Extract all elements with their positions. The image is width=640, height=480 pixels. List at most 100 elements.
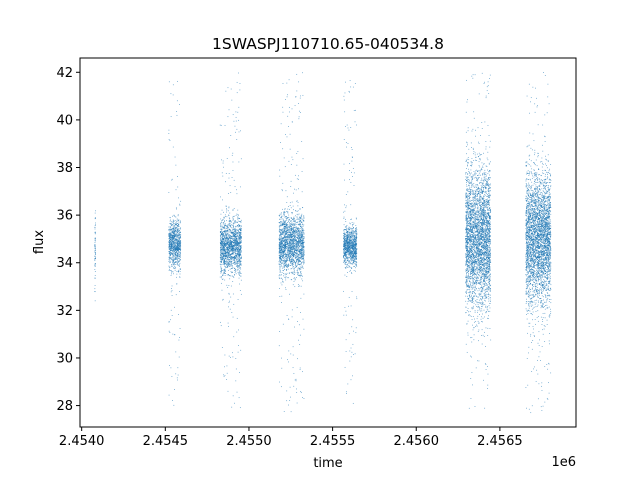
- data-point: [287, 232, 288, 234]
- data-point: [226, 241, 228, 243]
- data-point: [295, 261, 296, 263]
- data-point: [170, 248, 172, 250]
- data-point: [171, 266, 173, 267]
- data-point: [225, 245, 227, 247]
- data-point: [279, 252, 281, 253]
- data-point: [234, 125, 236, 127]
- data-point: [302, 242, 304, 244]
- data-point: [293, 243, 295, 245]
- data-point: [297, 259, 299, 261]
- data-point: [239, 260, 241, 261]
- data-point: [233, 259, 235, 261]
- data-point: [224, 244, 225, 246]
- data-point: [239, 83, 241, 84]
- data-point: [239, 235, 241, 237]
- data-point: [286, 261, 288, 263]
- data-point: [287, 256, 289, 257]
- data-point: [291, 240, 293, 242]
- data-point: [239, 407, 241, 409]
- data-point: [224, 259, 226, 261]
- data-point: [348, 265, 350, 267]
- data-point: [290, 244, 292, 246]
- data-point: [294, 230, 296, 232]
- data-point: [170, 116, 172, 118]
- data-point: [301, 275, 303, 277]
- data-point: [293, 221, 295, 222]
- data-point: [345, 221, 347, 222]
- data-point: [292, 254, 293, 256]
- data-point: [283, 227, 284, 229]
- data-point: [283, 275, 284, 277]
- data-point: [299, 216, 301, 218]
- data-point: [302, 397, 303, 399]
- data-point: [168, 242, 170, 244]
- data-point: [284, 246, 286, 248]
- data-point: [225, 247, 227, 249]
- data-point: [229, 245, 231, 247]
- data-point: [229, 238, 231, 240]
- data-point: [176, 100, 178, 102]
- data-point: [281, 247, 283, 249]
- data-point: [170, 249, 172, 251]
- data-point: [232, 252, 234, 253]
- data-point: [177, 243, 178, 245]
- data-point: [226, 246, 227, 248]
- data-point: [228, 260, 230, 262]
- data-point: [290, 228, 292, 230]
- data-point: [168, 129, 170, 131]
- data-point: [294, 219, 296, 221]
- data-point: [348, 243, 349, 245]
- data-point: [296, 388, 297, 390]
- data-point: [300, 267, 302, 269]
- data-point: [176, 223, 177, 225]
- data-point: [296, 253, 298, 254]
- data-point: [237, 271, 239, 273]
- data-point: [240, 279, 242, 281]
- data-point: [220, 228, 222, 230]
- data-point: [279, 278, 280, 279]
- data-point: [282, 256, 284, 258]
- data-point: [225, 249, 226, 251]
- data-point: [283, 222, 285, 224]
- data-point: [95, 252, 96, 254]
- data-point: [223, 259, 225, 260]
- data-point: [282, 222, 284, 224]
- data-point: [280, 257, 282, 259]
- data-point: [178, 245, 180, 247]
- data-point: [237, 234, 239, 236]
- data-point: [172, 250, 173, 252]
- data-point: [179, 233, 181, 235]
- data-point: [239, 290, 241, 291]
- data-point: [228, 229, 230, 231]
- data-point: [288, 263, 290, 265]
- data-point: [221, 270, 222, 272]
- data-point: [288, 258, 290, 259]
- data-point: [290, 224, 292, 226]
- data-point: [281, 245, 283, 247]
- data-point: [290, 252, 292, 254]
- data-point: [169, 233, 171, 235]
- data-point: [174, 230, 176, 231]
- data-point: [232, 249, 234, 251]
- data-point: [294, 105, 296, 107]
- data-point: [302, 318, 304, 320]
- data-point: [224, 243, 225, 245]
- data-point: [171, 254, 173, 255]
- data-point: [178, 248, 180, 249]
- data-point: [294, 278, 296, 280]
- data-point: [238, 397, 240, 399]
- data-point: [224, 243, 226, 245]
- data-point: [293, 253, 294, 255]
- data-point: [290, 221, 292, 222]
- data-point: [223, 217, 225, 219]
- data-point: [229, 231, 231, 233]
- data-point: [169, 251, 171, 253]
- data-point: [223, 226, 225, 228]
- data-point: [298, 254, 300, 256]
- data-point: [222, 233, 224, 235]
- data-point: [296, 216, 298, 218]
- data-point: [293, 255, 295, 256]
- data-point: [295, 251, 297, 253]
- data-point: [240, 243, 242, 244]
- data-point: [290, 222, 292, 224]
